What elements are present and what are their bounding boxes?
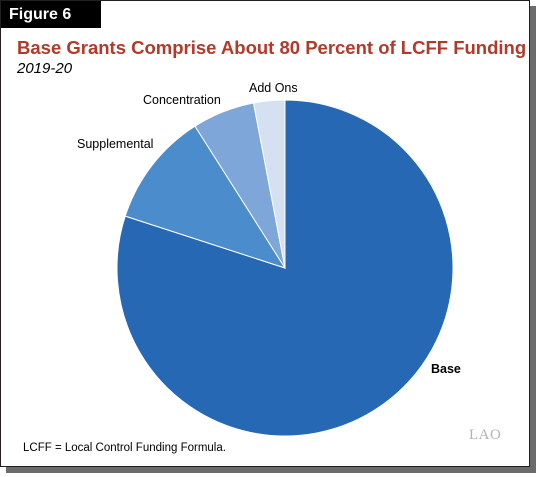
pie-slice-supplemental	[124, 125, 287, 269]
pie-label-concentration: Concentration	[143, 93, 221, 107]
figure-label: Figure 6	[1, 1, 101, 28]
figure-frame: Figure 6 Base Grants Comprise About 80 P…	[0, 0, 530, 467]
pie-slice-add-ons	[252, 99, 286, 269]
pie-chart: Base Supplemental Concentration Add Ons	[77, 81, 461, 437]
pie-label-add-ons: Add Ons	[249, 81, 298, 95]
lao-logo: LAO	[469, 427, 502, 443]
pie-label-supplemental: Supplemental	[77, 137, 153, 151]
pie-slice-base	[116, 99, 454, 437]
chart-title: Base Grants Comprise About 80 Percent of…	[17, 37, 527, 58]
pie-label-base: Base	[431, 362, 461, 376]
chart-subtitle: 2019-20	[17, 60, 73, 77]
footnote: LCFF = Local Control Funding Formula.	[23, 442, 226, 454]
